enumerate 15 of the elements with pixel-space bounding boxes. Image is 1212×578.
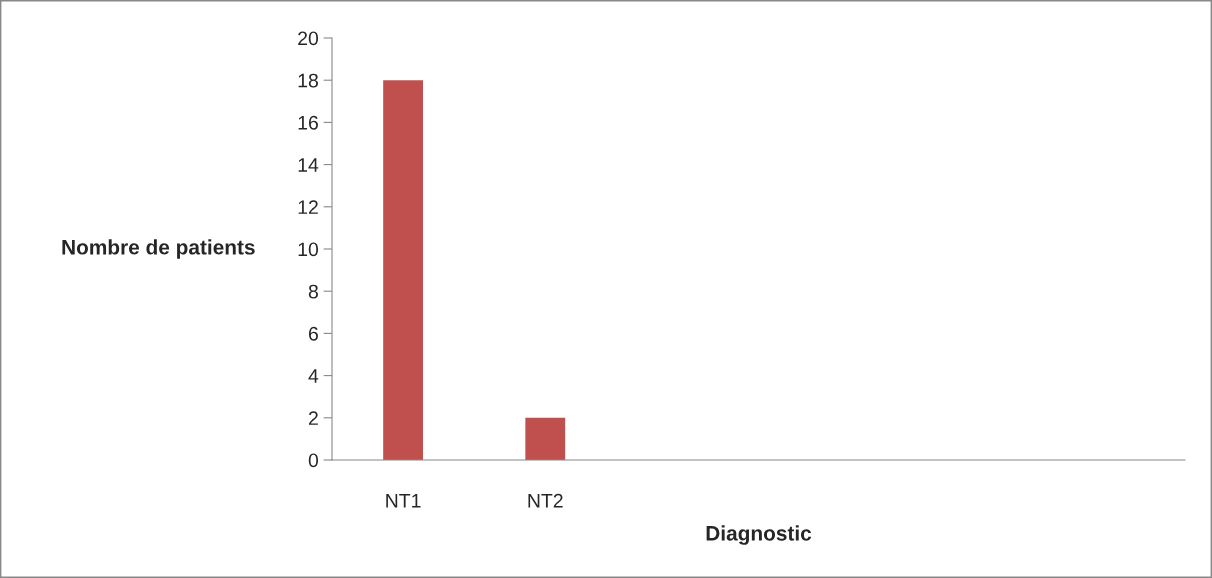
y-tick-label: 18 <box>298 73 318 88</box>
x-axis-title: Diagnostic <box>706 525 812 545</box>
y-tick-label: 4 <box>308 369 319 383</box>
y-tick-label: 8 <box>308 284 318 299</box>
y-tick-label: 16 <box>298 115 318 130</box>
y-tick-label: 20 <box>298 31 319 46</box>
y-tick-label: 10 <box>298 242 319 257</box>
y-axis-title: Nombre de patients <box>62 239 255 259</box>
y-tick-label: 12 <box>298 200 318 214</box>
y-tick-label: 0 <box>308 453 319 468</box>
y-tick-label: 6 <box>308 326 318 341</box>
x-tick-label: NT2 <box>528 493 563 508</box>
x-tick-label: NT1 <box>386 494 421 508</box>
y-tick-label: 2 <box>308 411 318 425</box>
y-tick-label: 14 <box>298 158 319 172</box>
